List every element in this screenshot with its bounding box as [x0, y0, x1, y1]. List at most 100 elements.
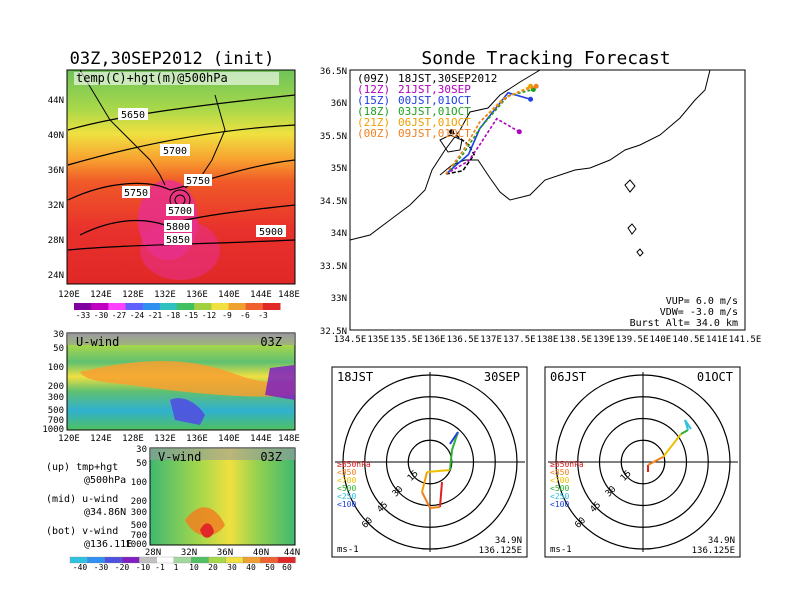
- lon-tick-label: 148E: [278, 290, 300, 300]
- track-legend-label: 00JST,01OCT: [398, 94, 471, 107]
- hodograph-right: 06JST 01OCT ms-1 34.9N 136.125E 15304560…: [544, 366, 741, 558]
- temp-colorbar-labels: -33 -30 -27 -24 -21 -18 -15 -12 -9 -6 -3: [76, 311, 268, 320]
- p-tick-label: 30: [136, 445, 147, 455]
- hodo-trace: [647, 456, 664, 466]
- note-line: @500hPa: [84, 475, 126, 486]
- lon-tick-label: 132E: [154, 290, 176, 300]
- track-legend-time: (15Z): [357, 94, 390, 107]
- contour-line: [67, 239, 296, 251]
- colorbar-swatch: [159, 303, 178, 310]
- track-island: [636, 248, 644, 257]
- colorbar-label: 50: [265, 563, 275, 572]
- lon-tick-label: 135E: [367, 335, 389, 345]
- track-legend-time: (18Z): [357, 105, 390, 118]
- x-tick-label: 36N: [217, 548, 233, 558]
- track-island: [624, 179, 636, 193]
- hodo-legend-item: ≥850hPa: [550, 460, 584, 469]
- hodo-trace: [680, 429, 689, 435]
- lon-tick-label: 136.5E: [447, 335, 480, 345]
- hodo-legend-item: <500: [337, 484, 356, 493]
- note-line: @136.11E: [84, 539, 132, 550]
- colorbar-swatch: [142, 303, 161, 310]
- hodo-legend-item: <850: [550, 468, 569, 477]
- track-lon-axis: 134.5E 135E 135.5E 136E 136.5E 137E 137.5E 138E…: [334, 335, 762, 345]
- hodo-lat: 34.9N: [708, 536, 735, 546]
- track-endpoint: [516, 129, 522, 135]
- lon-tick-label: 134.5E: [334, 335, 367, 345]
- p-tick-label: 700: [48, 416, 64, 426]
- p-tick-label: 200: [48, 382, 64, 392]
- x-tick-label: 124E: [90, 434, 112, 444]
- note-line: (mid) u-wind: [46, 494, 118, 505]
- hodograph-left: 18JST 30SEP ms-1 34.9N 136.125E 15304560…: [331, 366, 528, 558]
- map-coast: [79, 69, 166, 186]
- hodo-lon: 136.125E: [692, 546, 735, 556]
- p-tick-label: 200: [131, 497, 147, 507]
- x-tick-label: 40N: [253, 548, 269, 558]
- hodo-trace: [429, 506, 441, 509]
- track-island: [627, 223, 637, 235]
- p-tick-label: 100: [48, 363, 64, 373]
- colorbar-label: -20: [115, 563, 130, 572]
- colorbar-swatch: [228, 303, 247, 310]
- lon-tick-label: 120E: [58, 290, 80, 300]
- hodo-trace: [421, 491, 431, 509]
- colorbar-label: -24: [130, 311, 145, 320]
- colorbar-label: 20: [208, 563, 218, 572]
- note-line: (up) tmp+hgt: [46, 462, 118, 473]
- contour-label: 5700: [163, 146, 187, 157]
- vwind-label: V-wind: [158, 450, 201, 464]
- p-tick-label: 500: [131, 521, 147, 531]
- lat-tick-label: 40N: [48, 131, 64, 141]
- hodo-legend-item: <100: [550, 500, 569, 509]
- track-params: VUP= 6.0 m/s VDW= -3.0 m/s Burst Alt= 34…: [630, 296, 738, 329]
- lat-tick-label: 35.5N: [320, 132, 347, 142]
- hodo-legend-item: <500: [550, 484, 569, 493]
- hodo-lat: 34.9N: [495, 536, 522, 546]
- contour-line: [67, 159, 296, 201]
- uwind-time: 03Z: [260, 335, 282, 349]
- lon-tick-label: 135.5E: [390, 335, 423, 345]
- track-legend-time: (00Z): [357, 127, 390, 140]
- lat-tick-label: 36N: [48, 166, 64, 176]
- p-tick-label: 300: [48, 393, 64, 403]
- colorbar-label: -1: [155, 563, 165, 572]
- track-legend-label: 21JST,30SEP: [398, 83, 471, 96]
- map-lon-axis: 120E 124E 128E 132E 136E 140E 144E 148E: [58, 290, 300, 300]
- uwind-easterly: [265, 365, 295, 400]
- lon-tick-label: 138.5E: [559, 335, 592, 345]
- track-legend-label: 03JST,01OCT: [398, 105, 471, 118]
- lon-tick-label: 139.5E: [616, 335, 649, 345]
- colorbar-label: -30: [94, 311, 109, 320]
- colorbar-label: 60: [282, 563, 292, 572]
- vwind-time: 03Z: [260, 450, 282, 464]
- lon-tick-label: 128E: [122, 290, 144, 300]
- lat-tick-label: 32.5N: [320, 327, 347, 337]
- note-line: @34.86N: [84, 507, 126, 518]
- lat-tick-label: 32N: [48, 201, 64, 211]
- colorbar-swatch: [125, 303, 144, 310]
- colorbar-label: -15: [184, 311, 199, 320]
- lon-tick-label: 139E: [593, 335, 615, 345]
- colorbar-label: -30: [94, 563, 109, 572]
- lon-tick-label: 136E: [424, 335, 446, 345]
- uwind-p-axis: 30 50 100 200 300 500 700 1000: [42, 330, 64, 435]
- contour-label: 5800: [166, 222, 190, 233]
- colorbar-label: -27: [112, 311, 127, 320]
- uwind-low: [170, 398, 205, 425]
- hodo-legend-item: <250: [550, 492, 569, 501]
- track-series-line: [445, 117, 520, 175]
- uwind-jet: [80, 361, 295, 397]
- map-panel: 5650 5700 5750 5750 5700 5800 5850 5900 …: [66, 69, 296, 285]
- uwind-x-axis: 120E 124E 128E 132E 136E 140E 144E 148E: [58, 434, 300, 444]
- lat-tick-label: 34.5N: [320, 197, 347, 207]
- hodo-lon: 136.125E: [479, 546, 522, 556]
- colorbar-swatch: [194, 303, 212, 310]
- map-title: 03Z,30SEP2012 (init): [70, 49, 275, 69]
- p-tick-label: 300: [131, 508, 147, 518]
- lon-tick-label: 140E: [218, 290, 240, 300]
- map-lat-axis: 44N 40N 36N 32N 28N 24N: [48, 96, 64, 281]
- track-legend-label: 18JST,30SEP2012: [398, 72, 497, 85]
- hodo-unit: ms-1: [550, 545, 572, 555]
- panel-notes: (up) tmp+hgt @500hPa (mid) u-wind @34.86…: [46, 462, 132, 550]
